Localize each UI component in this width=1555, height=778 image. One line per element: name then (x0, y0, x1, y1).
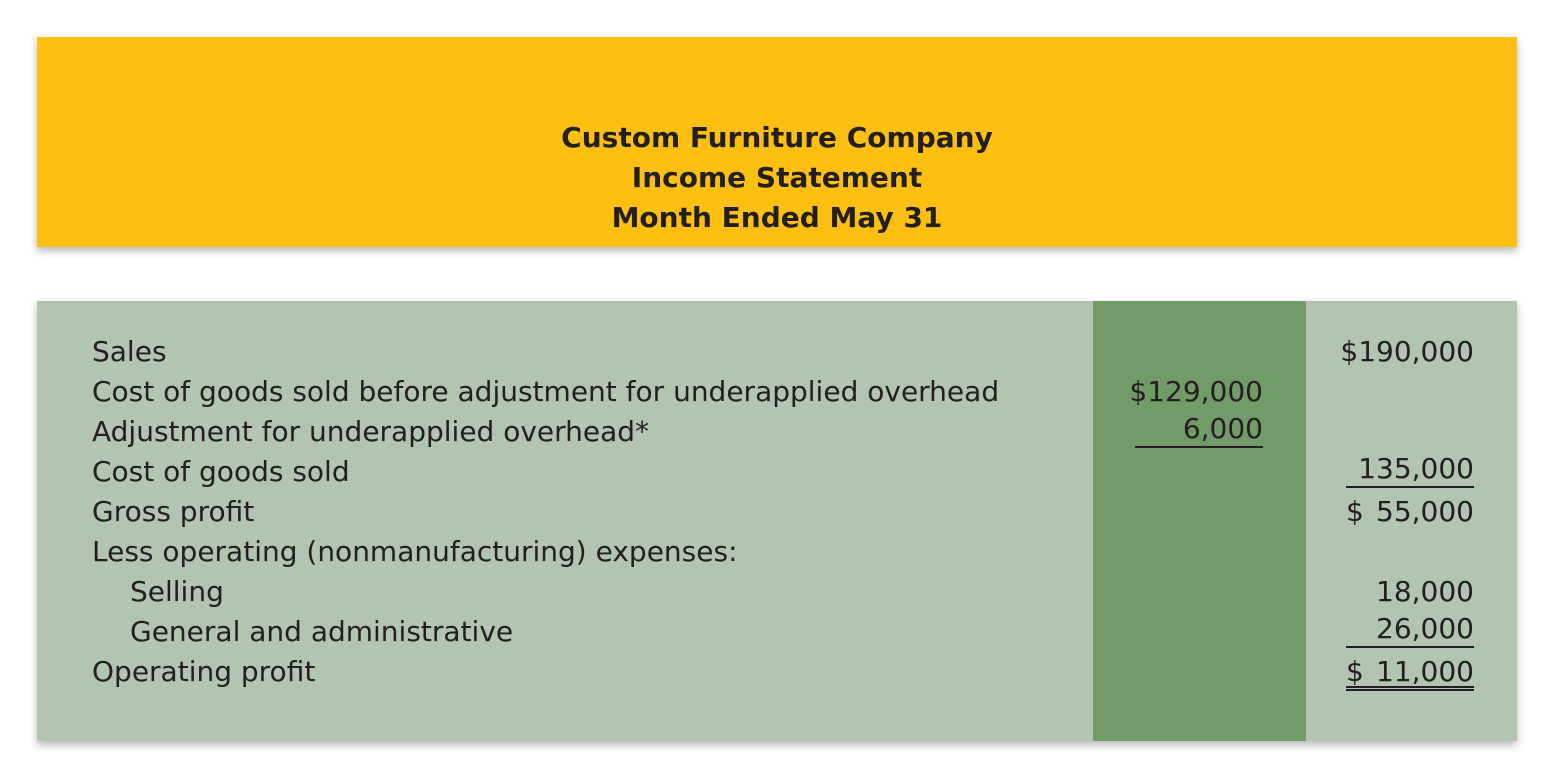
row-label: Less operating (nonmanufacturing) expens… (92, 535, 738, 568)
header-lines: Custom Furniture Company Income Statemen… (37, 118, 1517, 238)
row-cogs-before-adjustment: Cost of goods sold before adjustment for… (37, 372, 1517, 412)
row-selling: Selling 18,000 (37, 572, 1517, 612)
row-label: Selling (130, 575, 224, 608)
row-gross-profit: Gross profit $ 55,000 (37, 492, 1517, 532)
double-underline (1346, 652, 1474, 691)
row-cost-of-goods-sold: Cost of goods sold 135,000 (37, 452, 1517, 492)
dollar-sign: $ (1346, 655, 1364, 688)
gross-profit-value: 55,000 (1376, 495, 1474, 528)
row-label: Cost of goods sold (92, 455, 350, 488)
row-label: Sales (92, 335, 167, 368)
row-operating-profit: Operating profit $ 11,000 (37, 652, 1517, 692)
operating-profit-value: 11,000 (1376, 655, 1474, 688)
row-label: Gross profit (92, 495, 255, 528)
statement-header: Custom Furniture Company Income Statemen… (37, 37, 1517, 247)
sales-amount: $190,000 (1340, 335, 1474, 368)
cost-of-goods-sold-amount: 135,000 (1346, 452, 1474, 488)
row-label: Cost of goods sold before adjustment for… (92, 375, 1000, 408)
statement-title: Income Statement (631, 161, 923, 194)
row-operating-expenses-heading: Less operating (nonmanufacturing) expens… (37, 532, 1517, 572)
row-sales: Sales $190,000 (37, 332, 1517, 372)
row-label: General and administrative (130, 615, 514, 648)
company-name: Custom Furniture Company (561, 121, 993, 154)
overhead-adjustment-amount: 6,000 (1135, 412, 1263, 448)
dollar-sign: $ (1346, 495, 1364, 528)
row-general-administrative: General and administrative 26,000 (37, 612, 1517, 652)
middle-amount-column (1093, 301, 1306, 741)
row-label: Adjustment for underapplied overhead* (92, 415, 650, 448)
statement-period: Month Ended May 31 (611, 201, 943, 234)
selling-amount: 18,000 (1376, 575, 1474, 608)
general-administrative-amount: 26,000 (1346, 612, 1474, 648)
statement-rows: Sales $190,000 Cost of goods sold before… (37, 332, 1517, 692)
row-label: Operating profit (92, 655, 316, 688)
income-statement-table: Sales $190,000 Cost of goods sold before… (37, 301, 1517, 741)
row-overhead-adjustment: Adjustment for underapplied overhead* 6,… (37, 412, 1517, 452)
cogs-before-adjustment-amount: $129,000 (1129, 375, 1263, 408)
